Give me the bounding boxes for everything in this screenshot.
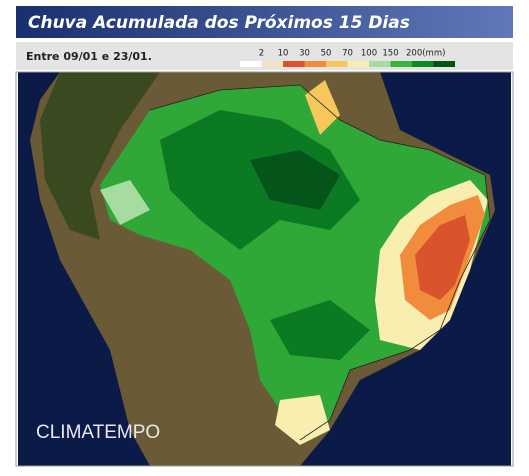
legend-label: 150 (382, 49, 398, 59)
legend-swatch (283, 61, 305, 67)
map-border (15, 71, 514, 467)
legend-label: 200(mm) (406, 49, 445, 59)
legend-swatch (304, 61, 326, 67)
legend: 2 10 30 50 70 100 150 200(mm) (240, 49, 455, 67)
subtitle: Entre 09/01 e 23/01. (26, 50, 152, 63)
legend-swatch (433, 61, 455, 67)
legend-swatch (240, 61, 262, 67)
watermark: CLIMATEMPO (36, 422, 160, 443)
legend-label: 10 (278, 49, 289, 59)
legend-label: 50 (321, 49, 332, 59)
legend-swatch (326, 61, 348, 67)
title-bar (16, 6, 513, 38)
legend-label: 100 (361, 49, 377, 59)
legend-label: 30 (299, 49, 310, 59)
legend-swatch (347, 61, 369, 67)
map (18, 72, 511, 466)
legend-swatch (369, 61, 391, 67)
legend-swatch (390, 61, 412, 67)
legend-swatch (412, 61, 434, 67)
title: Chuva Acumulada dos Próximos 15 Dias (28, 13, 410, 33)
legend-label: 70 (342, 49, 353, 59)
legend-label: 2 (259, 49, 264, 59)
legend-swatch (261, 61, 283, 67)
